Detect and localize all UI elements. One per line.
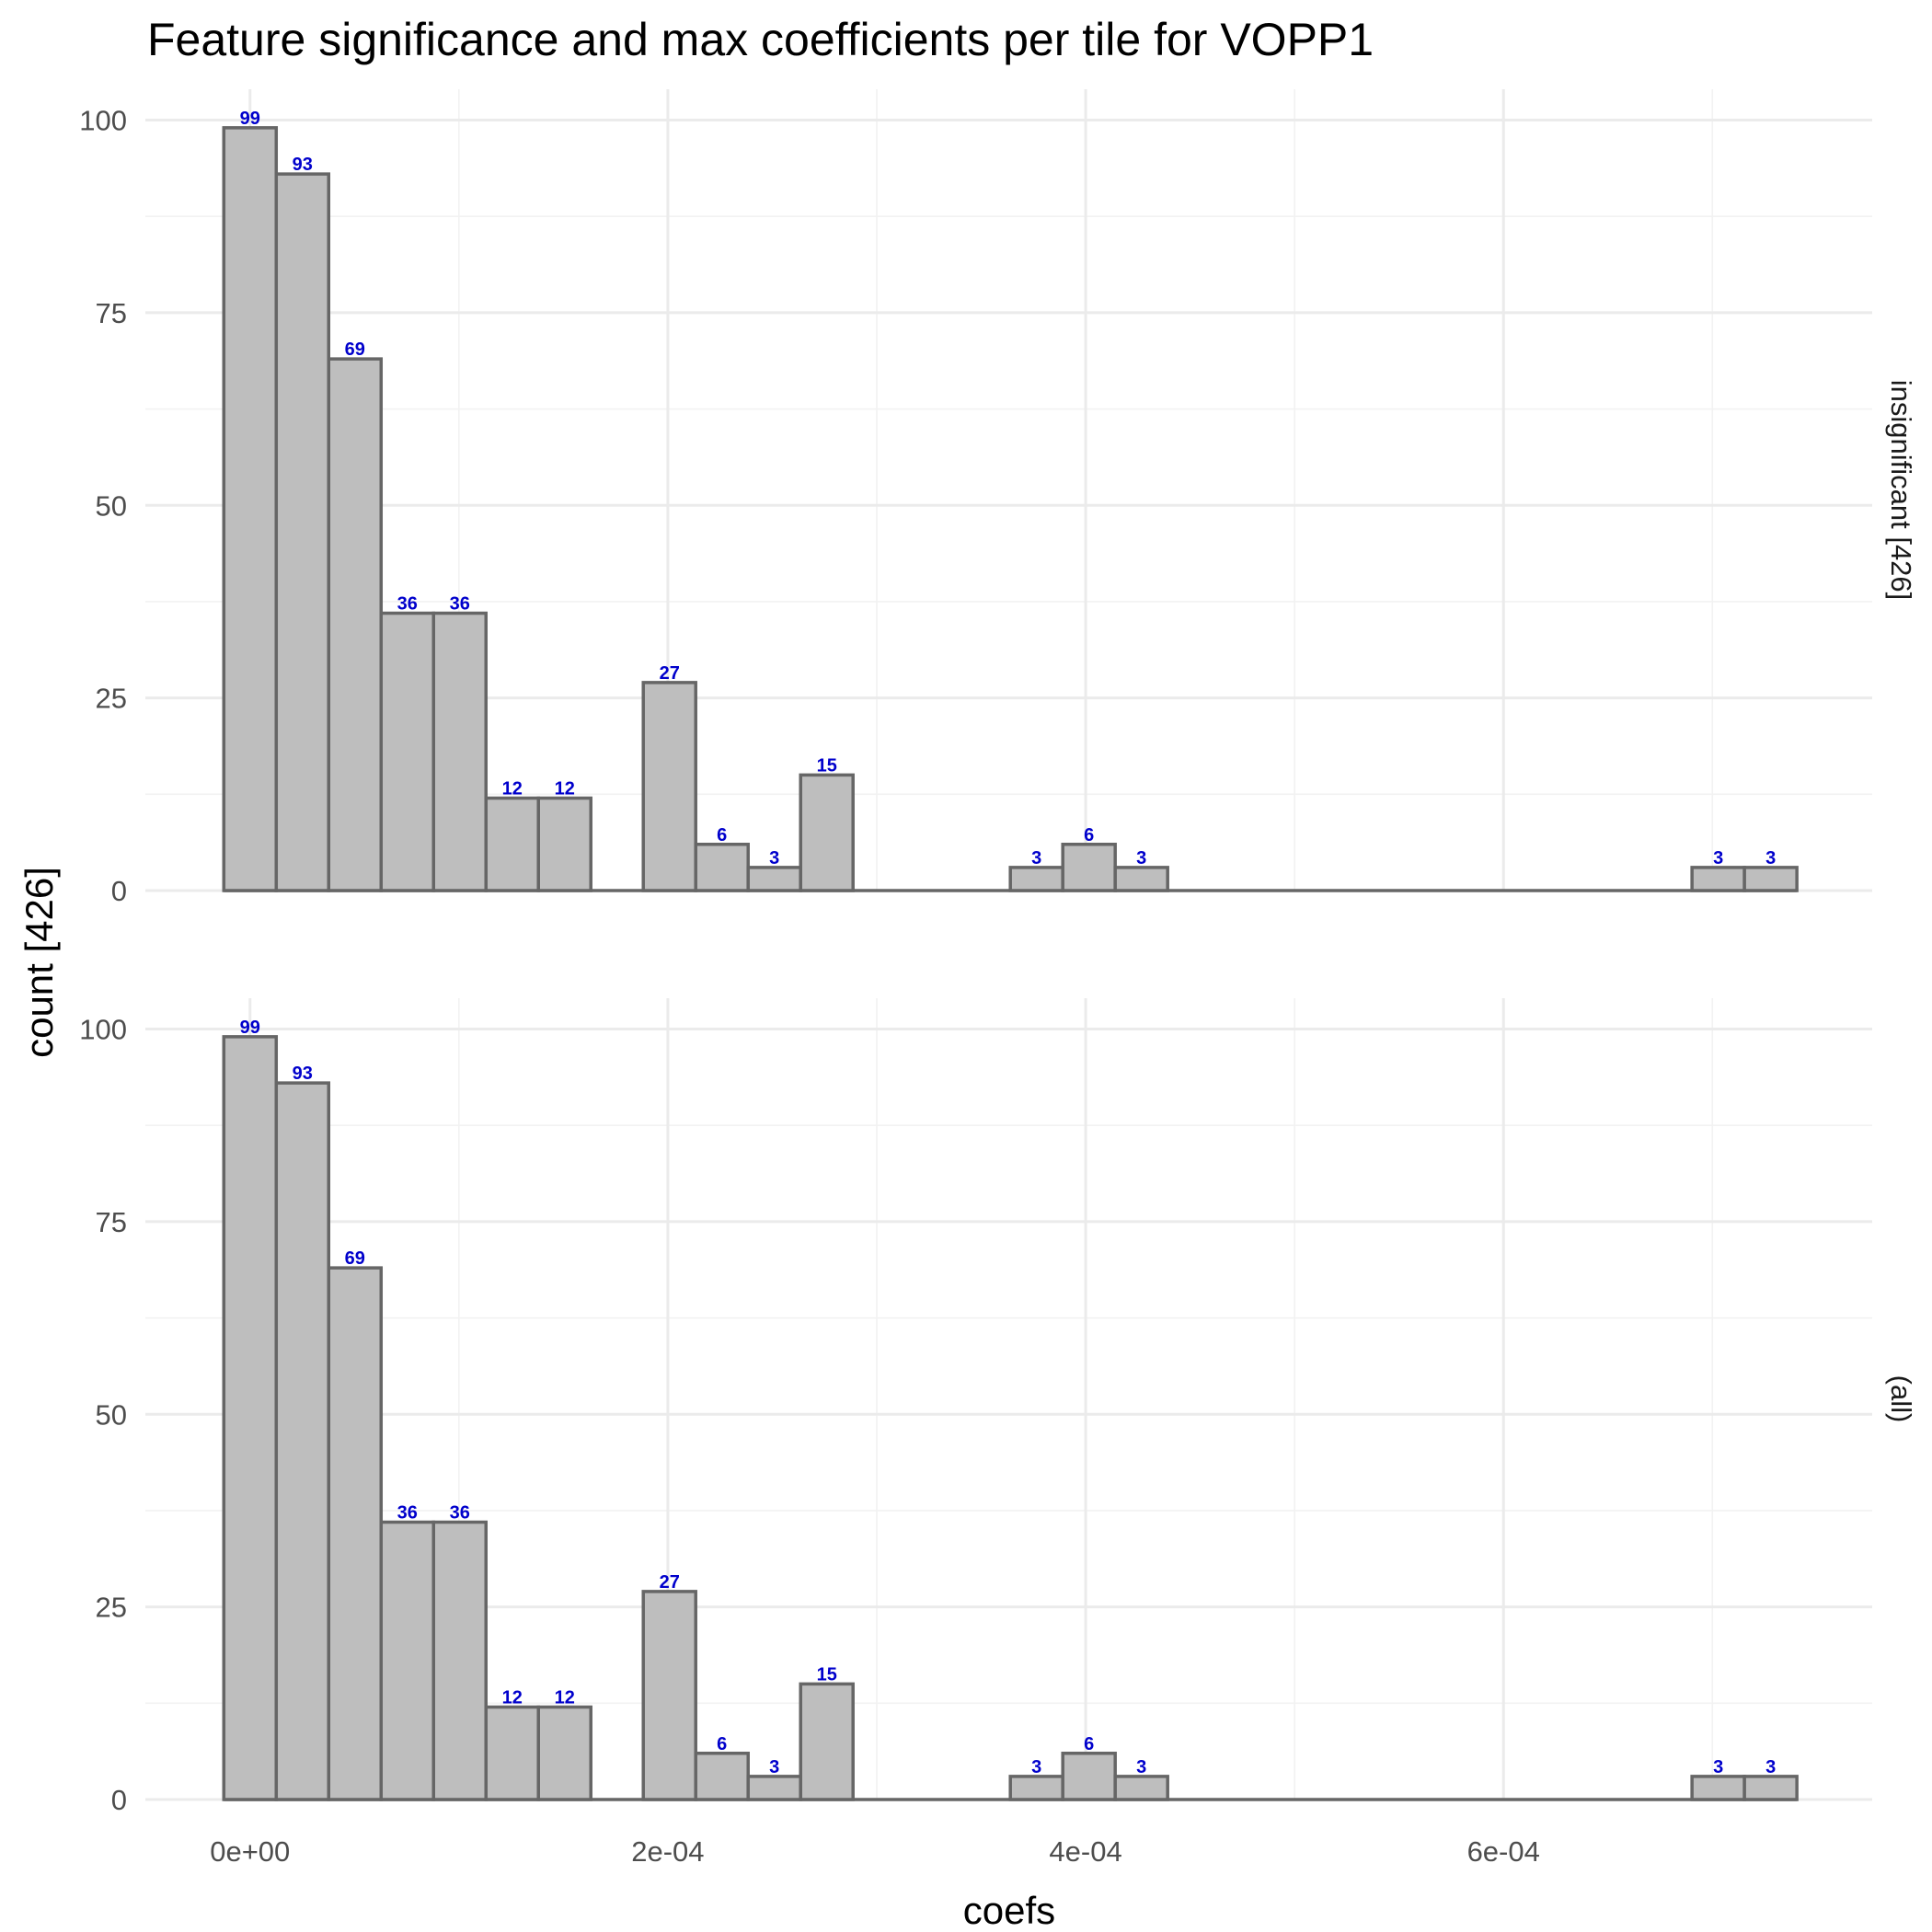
histogram-bar (274, 1081, 331, 1801)
bar-count-label: 3 (769, 1757, 779, 1777)
y-tick-label: 25 (96, 683, 127, 715)
y-axis-title: count [426] (17, 867, 61, 1058)
bar-count-label: 3 (1031, 848, 1041, 868)
y-tick-label: 100 (79, 105, 127, 137)
histogram-bar (484, 1705, 540, 1801)
histogram-bar (694, 843, 750, 892)
histogram-bar (746, 1775, 802, 1801)
histogram-bar (1690, 1775, 1746, 1801)
bar-count-label: 36 (397, 594, 418, 615)
x-tick-label: 2e-04 (631, 1835, 704, 1868)
histogram-bar (1061, 843, 1117, 892)
bar-count-label: 3 (1031, 1757, 1041, 1777)
histogram-bar (1008, 866, 1064, 892)
x-tick-label: 0e+00 (210, 1835, 290, 1868)
histogram-bar (1008, 1775, 1064, 1801)
bar-count-label: 3 (1713, 848, 1723, 868)
histogram-bar (641, 1590, 697, 1801)
histogram-bar (799, 773, 855, 892)
bar-count-label: 3 (1136, 1757, 1146, 1777)
bar-count-label: 12 (555, 779, 575, 799)
bar-count-label: 27 (660, 1572, 680, 1593)
bar-count-label: 3 (769, 848, 779, 868)
bar-count-label: 3 (1765, 848, 1776, 868)
x-tick-label: 6e-04 (1467, 1835, 1540, 1868)
histogram-bar (694, 1752, 750, 1801)
facet-strip-label: insignificant [426] (1885, 380, 1917, 601)
y-tick-label: 50 (96, 1398, 127, 1431)
bar-count-label: 6 (1084, 1734, 1094, 1754)
histogram-bar (1742, 1775, 1799, 1801)
x-axis: 0e+00 2e-04 4e-04 6e-04 (210, 1835, 1540, 1868)
y-tick-label: 0 (111, 875, 127, 907)
x-axis-title: coefs (963, 1889, 1055, 1932)
histogram-bar (641, 681, 697, 892)
bar-count-label: 6 (1084, 825, 1094, 845)
bar-count-label: 36 (450, 1503, 470, 1524)
facet-strip-label: (all) (1885, 1375, 1917, 1423)
y-tick-label: 50 (96, 489, 127, 522)
histogram-bar (1690, 866, 1746, 892)
histogram-bar (746, 866, 802, 892)
histogram-bar (431, 1520, 488, 1801)
bar-count-label: 27 (660, 663, 680, 684)
bar-count-label: 69 (345, 339, 365, 360)
histogram-bar (1742, 866, 1799, 892)
histogram-bar (327, 1266, 384, 1801)
bar-count-label: 6 (717, 1734, 727, 1754)
bar-count-label: 93 (293, 1064, 313, 1084)
bar-count-label: 99 (240, 1018, 260, 1038)
histogram-bar (1113, 866, 1169, 892)
bar-count-label: 69 (345, 1248, 365, 1269)
bar-count-label: 99 (240, 109, 260, 129)
x-tick-label: 4e-04 (1049, 1835, 1121, 1868)
bar-count-label: 15 (817, 1664, 837, 1685)
bar-count-label: 36 (397, 1503, 418, 1524)
histogram-bar (1061, 1752, 1117, 1801)
bar-count-label: 3 (1136, 848, 1146, 868)
histogram-bar (1113, 1775, 1169, 1801)
histogram-bar (379, 1520, 435, 1801)
chart-title: Feature significance and max coefficient… (147, 14, 1374, 65)
y-tick-label: 100 (79, 1014, 127, 1046)
histogram-bar (536, 796, 592, 892)
bar-count-label: 3 (1765, 1757, 1776, 1777)
histogram-bar (222, 1035, 279, 1801)
y-tick-label: 25 (96, 1592, 127, 1624)
histogram-bar (274, 172, 331, 892)
y-tick-label: 0 (111, 1784, 127, 1816)
histogram-bar (536, 1705, 592, 1801)
bar-count-label: 12 (502, 1688, 523, 1708)
y-tick-label: 75 (96, 297, 127, 329)
histogram-bar (379, 611, 435, 892)
bar-count-label: 15 (817, 755, 837, 776)
bar-count-label: 36 (450, 594, 470, 615)
histogram-bar (431, 611, 488, 892)
bar-count-label: 3 (1713, 1757, 1723, 1777)
histogram-bar (327, 357, 384, 892)
histogram-bar (484, 796, 540, 892)
bar-count-label: 93 (293, 155, 313, 175)
histogram-bar (799, 1682, 855, 1801)
bar-count-label: 12 (502, 779, 523, 799)
y-tick-label: 75 (96, 1206, 127, 1238)
bar-count-label: 12 (555, 1688, 575, 1708)
bar-count-label: 6 (717, 825, 727, 845)
histogram-bar (222, 126, 279, 892)
